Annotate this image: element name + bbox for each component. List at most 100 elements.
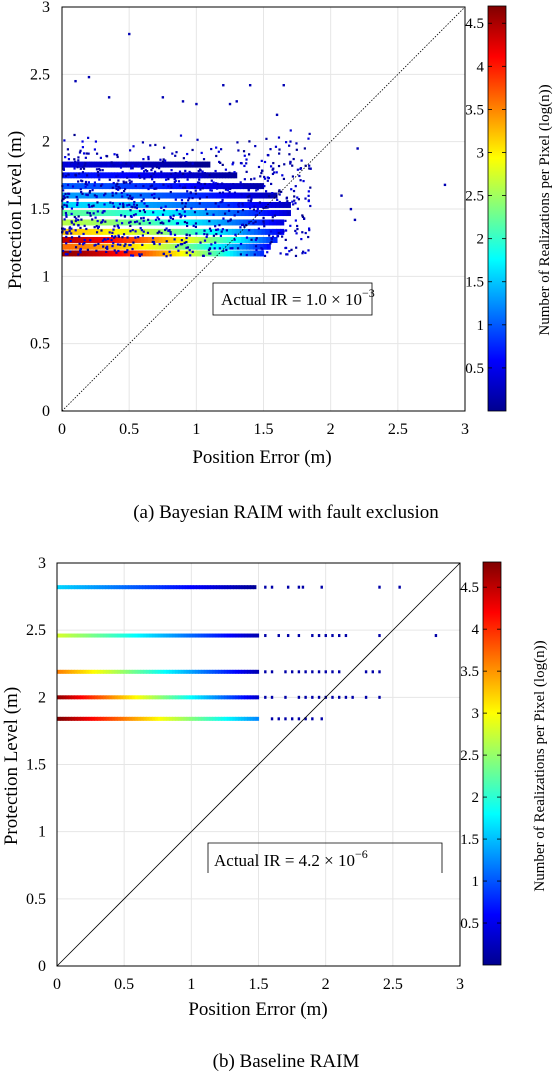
panel-a-scatter-point bbox=[165, 178, 168, 181]
panel-a-band-cell bbox=[148, 161, 152, 168]
panel-a-band-cell bbox=[102, 183, 107, 190]
panel-b-line-segment bbox=[123, 716, 127, 721]
panel-a-scatter-point bbox=[250, 198, 253, 201]
panel-a-scatter-point bbox=[119, 243, 122, 246]
panel-b-line-segment bbox=[183, 695, 188, 700]
panel-a-scatter-point bbox=[116, 155, 119, 159]
panel-a-scatter-point bbox=[75, 195, 78, 199]
panel-a-scatter-point bbox=[239, 161, 243, 165]
panel-b-line-segment bbox=[120, 695, 124, 700]
panel-a-scatter-point bbox=[88, 191, 91, 194]
panel-a-band-cell bbox=[254, 228, 259, 235]
panel-a-band-cell bbox=[275, 201, 280, 208]
panel-a-band-cell bbox=[124, 219, 130, 226]
panel-a-band-cell bbox=[172, 201, 177, 208]
panel-b-line-segment bbox=[180, 695, 185, 700]
panel-a-band-cell bbox=[248, 201, 253, 208]
panel-a-scatter-point bbox=[200, 151, 203, 155]
panel-b-line-segment bbox=[238, 716, 242, 721]
panel-a-scatter-point bbox=[82, 167, 86, 170]
panel-a-scatter-point bbox=[227, 220, 230, 223]
panel-a-scatter-point bbox=[78, 151, 82, 154]
panel-a-band-cell bbox=[257, 228, 263, 235]
panel-a-band-cell bbox=[107, 210, 113, 217]
panel-a-band-cell bbox=[78, 183, 83, 190]
panel-a-scatter-point bbox=[108, 231, 111, 234]
panel-a-scatter-point bbox=[118, 187, 121, 190]
panel-a-scatter-point bbox=[70, 212, 73, 216]
panel-a-band-cell bbox=[185, 161, 189, 168]
panel-a-scatter-point bbox=[65, 213, 68, 217]
panel-a-scatter-point bbox=[300, 237, 303, 241]
panel-a-band-cell bbox=[111, 201, 116, 208]
panel-a-scatter-point bbox=[178, 212, 181, 216]
panel-a-band-cell bbox=[126, 236, 131, 243]
panel-a-scatter-point bbox=[161, 160, 165, 163]
panel-b-line-segment bbox=[108, 716, 113, 721]
panel-a-annotation: Actual IR = 1.0 × 10−3 bbox=[212, 282, 375, 316]
panel-a-band-cell bbox=[213, 228, 218, 235]
panel-a-band-cell bbox=[169, 243, 174, 250]
panel-a-ytick-label: 1.5 bbox=[30, 201, 50, 218]
panel-a-scatter-point bbox=[126, 236, 129, 239]
panel-a-scatter-point bbox=[73, 133, 76, 137]
panel-a-scatter-point bbox=[65, 235, 68, 238]
panel-a-scatter-point bbox=[215, 228, 218, 231]
panel-b-line-segment bbox=[203, 695, 208, 700]
panel-a-band-cell bbox=[213, 219, 218, 226]
panel-a-band-cell bbox=[62, 228, 67, 235]
panel-a-band-cell bbox=[120, 172, 124, 179]
panel-a-scatter-point bbox=[117, 235, 121, 238]
panel-a-scatter-point bbox=[115, 175, 118, 178]
panel-a-scatter-point bbox=[270, 230, 273, 233]
panel-a-band-cell bbox=[197, 243, 202, 250]
panel-a-band-cell bbox=[159, 243, 164, 250]
panel-a-scatter-point bbox=[216, 228, 220, 231]
panel-a-scatter-point bbox=[101, 211, 104, 214]
panel-a-band-cell bbox=[209, 228, 215, 235]
panel-a-band-cell bbox=[62, 250, 66, 257]
panel-a-band-cell bbox=[276, 219, 281, 226]
panel-a-colorbar bbox=[487, 5, 507, 412]
panel-a-scatter-point bbox=[92, 212, 95, 215]
panel-b-line-segment bbox=[221, 585, 226, 590]
panel-a-scatter-point bbox=[171, 152, 174, 155]
panel-a-band-cell bbox=[70, 172, 75, 179]
panel-a-scatter-point bbox=[266, 206, 269, 209]
panel-b-line-segment bbox=[200, 716, 205, 721]
panel-b-line-segment bbox=[68, 695, 72, 700]
panel-b-line-segment bbox=[149, 633, 153, 638]
panel-a-scatter-point bbox=[76, 198, 79, 201]
panel-b-sparse-point bbox=[297, 585, 301, 589]
panel-a-scatter-point bbox=[304, 251, 307, 255]
panel-b-line-segment bbox=[116, 585, 121, 590]
panel-a-scatter-point bbox=[102, 164, 105, 167]
panel-a-scatter-point bbox=[284, 238, 287, 241]
panel-a-band-cell bbox=[231, 219, 237, 226]
panel-a-outlier-point bbox=[340, 194, 343, 197]
panel-b-line-segment bbox=[113, 585, 118, 590]
panel-a-scatter-point bbox=[206, 233, 209, 236]
panel-a-scatter-point bbox=[291, 175, 295, 178]
panel-a-scatter-point bbox=[155, 166, 159, 169]
panel-a-scatter-point bbox=[76, 201, 79, 204]
panel-a-scatter-point bbox=[214, 225, 217, 228]
panel-a-scatter-point bbox=[239, 253, 242, 256]
panel-b-line-segment bbox=[133, 585, 138, 590]
panel-a-scatter-point bbox=[239, 242, 243, 246]
panel-b-sparse-point bbox=[301, 585, 305, 589]
panel-a-scatter-point bbox=[159, 158, 162, 161]
panel-a-band-cell bbox=[209, 250, 214, 257]
panel-b-line-segment bbox=[206, 695, 211, 700]
panel-b-line-segment bbox=[97, 669, 101, 674]
panel-a-grid bbox=[62, 7, 465, 411]
panel-a-scatter-point bbox=[169, 172, 173, 176]
panel-a-band-cell bbox=[69, 201, 75, 208]
panel-b-sparse-point bbox=[317, 634, 321, 638]
panel-a-band-cell bbox=[169, 236, 174, 243]
panel-b-ytick-label: 0 bbox=[38, 958, 46, 975]
panel-a-scatter-point bbox=[95, 152, 99, 155]
panel-a-scatter-point bbox=[183, 220, 186, 224]
panel-b-sparse-point bbox=[304, 717, 307, 721]
panel-b-line-segment bbox=[206, 669, 211, 674]
